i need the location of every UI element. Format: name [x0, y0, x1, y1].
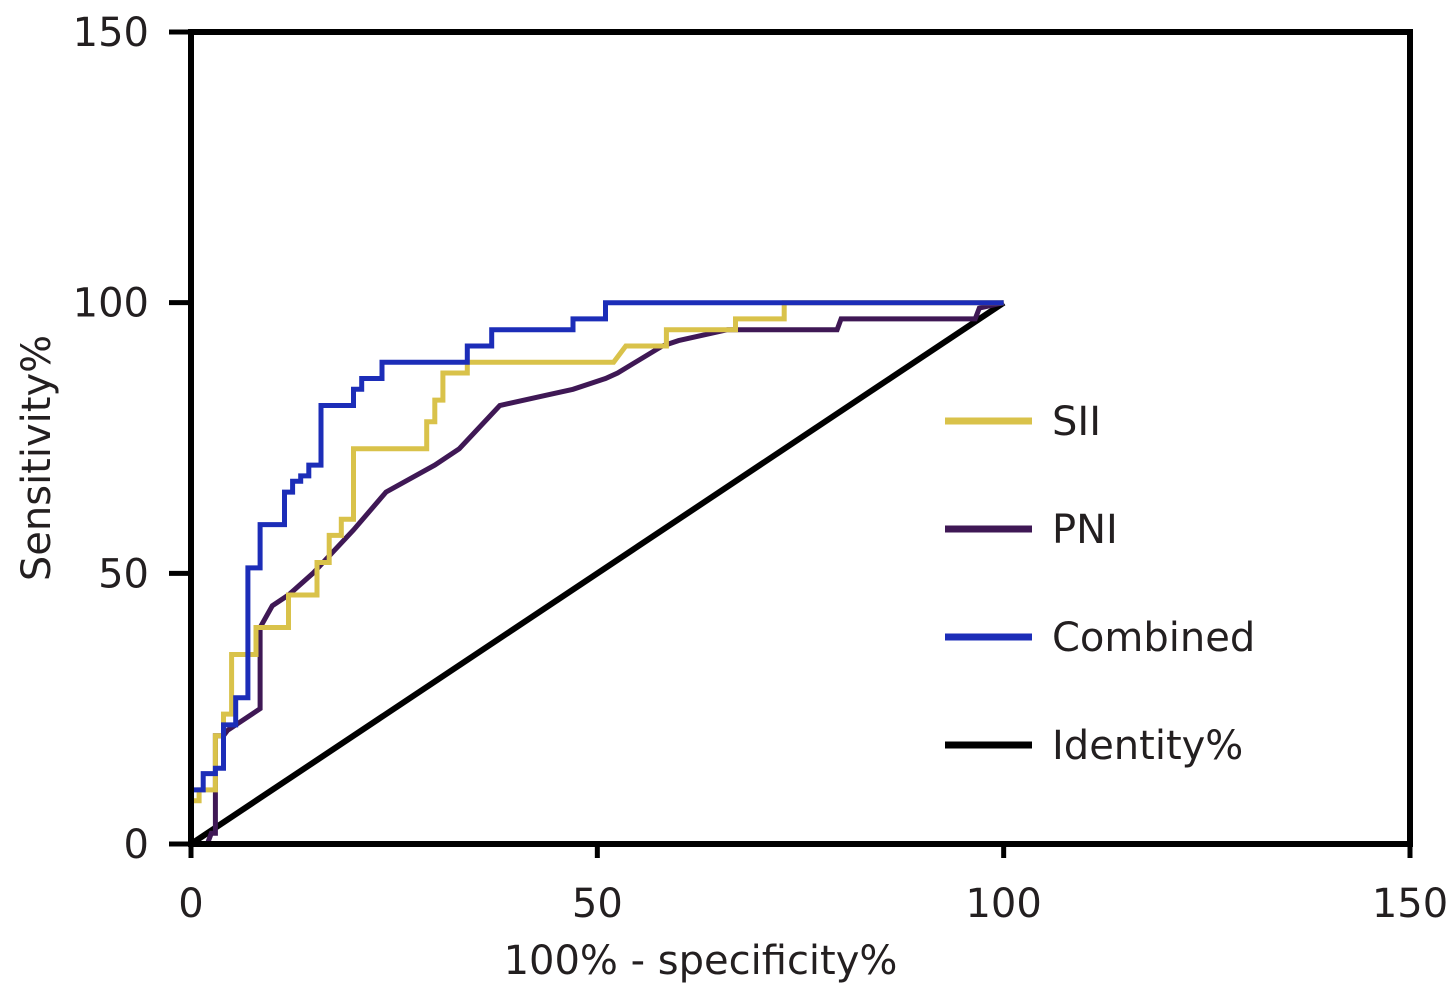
legend: SII PNI Combined Identity%: [945, 399, 1255, 769]
series-line-identity: [189, 300, 1006, 847]
ticks-layer: 0 50 100 150 0 50 100 150: [73, 10, 1449, 927]
x-tick-label-0: 0: [178, 881, 203, 927]
y-tick-label-150: 150: [73, 10, 149, 56]
legend-label-pni: PNI: [1052, 507, 1118, 553]
series-layer: [188, 300, 1006, 847]
x-tick-label-150: 150: [1372, 881, 1448, 927]
axes-layer: [188, 29, 1413, 847]
legend-label-identity: Identity%: [1052, 723, 1243, 769]
y-tick-label-50: 50: [98, 551, 149, 597]
legend-label-combined: Combined: [1052, 615, 1255, 661]
y-axis-title: Sensitivity%: [14, 335, 60, 581]
legend-label-sii: SII: [1052, 399, 1101, 445]
series-line-combined: [191, 300, 1004, 793]
y-tick-label-100: 100: [73, 281, 149, 327]
plot-frame: [188, 29, 1413, 847]
x-axis-title: 100% - specificity%: [504, 938, 898, 984]
y-tick-label-0: 0: [124, 822, 149, 868]
x-tick-label-50: 50: [572, 881, 623, 927]
x-tick-label-100: 100: [965, 881, 1041, 927]
